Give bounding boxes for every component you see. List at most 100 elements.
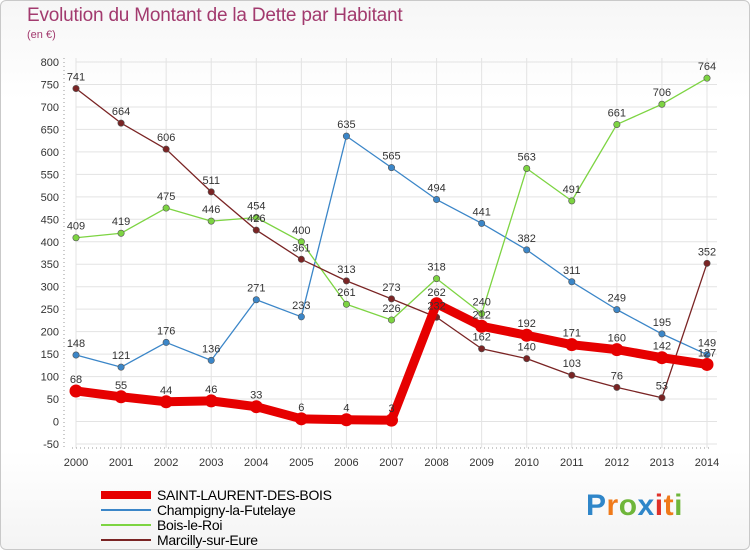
point-0 xyxy=(475,319,489,333)
x-tick-label: 2002 xyxy=(154,457,178,469)
point-3 xyxy=(658,394,666,402)
y-tick-label: 200 xyxy=(41,327,59,339)
point-1 xyxy=(342,132,350,140)
point-0 xyxy=(385,413,398,427)
point-0 xyxy=(520,328,534,342)
data-label-0: 44 xyxy=(160,385,172,397)
y-tick-label: 400 xyxy=(41,237,59,249)
data-label-1: 494 xyxy=(427,183,445,195)
data-label-1: 565 xyxy=(382,151,400,163)
point-1 xyxy=(117,363,125,371)
data-label-1: 176 xyxy=(157,325,175,337)
point-0 xyxy=(700,357,714,371)
point-1 xyxy=(162,338,170,346)
data-label-1: 121 xyxy=(112,350,130,362)
data-label-2: 491 xyxy=(563,184,581,196)
data-label-1: 149 xyxy=(698,338,716,350)
y-tick-label: -50 xyxy=(43,439,59,451)
data-label-1: 195 xyxy=(653,317,671,329)
point-0 xyxy=(655,351,669,365)
point-1 xyxy=(433,196,441,204)
point-1 xyxy=(613,306,621,314)
x-tick-label: 2000 xyxy=(64,457,88,469)
x-tick-label: 2012 xyxy=(605,457,629,469)
point-2 xyxy=(613,120,621,128)
x-tick-label: 2014 xyxy=(695,457,719,469)
legend-item-bois-le-roi[interactable]: Bois-le-Roi xyxy=(101,517,421,533)
point-0 xyxy=(430,297,444,311)
logo-letter: r xyxy=(606,489,619,522)
data-label-2: 446 xyxy=(202,204,220,216)
data-label-3: 511 xyxy=(202,175,220,187)
data-label-0: 262 xyxy=(427,287,445,299)
x-tick-label: 2010 xyxy=(514,457,538,469)
legend-label-champigny: Champigny-la-Futelaye xyxy=(157,502,296,518)
data-label-0: 160 xyxy=(608,333,626,345)
logo-letter: o xyxy=(618,489,638,522)
data-label-0: 127 xyxy=(698,347,716,359)
legend-label-saint-laurent: SAINT-LAURENT-DES-BOIS xyxy=(157,487,332,503)
data-label-3: 741 xyxy=(67,72,85,84)
logo-letter: i xyxy=(654,489,664,522)
point-0 xyxy=(204,394,218,408)
legend-swatch-bois-le-roi xyxy=(101,524,151,526)
data-label-1: 249 xyxy=(608,293,626,305)
data-label-2: 261 xyxy=(337,287,355,299)
point-3 xyxy=(568,371,576,379)
data-label-2: 563 xyxy=(518,152,536,164)
data-label-3: 53 xyxy=(656,381,668,393)
legend-item-champigny[interactable]: Champigny-la-Futelaye xyxy=(101,502,421,518)
point-3 xyxy=(478,345,486,353)
data-label-2: 454 xyxy=(247,200,265,212)
point-1 xyxy=(207,356,215,364)
point-0 xyxy=(339,413,353,427)
point-0 xyxy=(114,390,128,404)
legend-label-marcilly: Marcilly-sur-Eure xyxy=(157,532,258,548)
data-label-3: 361 xyxy=(292,242,310,254)
data-label-2: 240 xyxy=(472,297,490,309)
legend-item-saint-laurent[interactable]: SAINT-LAURENT-DES-BOIS xyxy=(101,487,421,503)
point-0 xyxy=(249,400,263,414)
point-2 xyxy=(523,165,531,173)
data-label-2: 706 xyxy=(653,87,671,99)
axes xyxy=(63,58,711,449)
data-label-0: 171 xyxy=(563,328,581,340)
point-1 xyxy=(568,278,576,286)
point-3 xyxy=(117,119,125,127)
data-label-2: 764 xyxy=(698,61,716,73)
data-label-3: 313 xyxy=(337,264,355,276)
data-label-0: 46 xyxy=(205,384,217,396)
y-tick-label: 50 xyxy=(47,394,59,406)
data-label-3: 352 xyxy=(698,246,716,258)
y-tick-label: 300 xyxy=(41,282,59,294)
data-label-1: 148 xyxy=(67,338,85,350)
point-2 xyxy=(568,197,576,205)
point-3 xyxy=(387,295,395,303)
data-label-2: 419 xyxy=(112,216,130,228)
point-3 xyxy=(162,145,170,153)
data-label-1: 136 xyxy=(202,343,220,355)
logo-letter: i xyxy=(674,489,683,522)
x-tick-label: 2006 xyxy=(334,457,358,469)
point-2 xyxy=(162,204,170,212)
legend-swatch-saint-laurent xyxy=(101,491,151,499)
logo-letter: x xyxy=(637,489,655,522)
data-label-1: 271 xyxy=(247,283,265,295)
data-label-0: 4 xyxy=(343,403,349,415)
data-label-3: 232 xyxy=(427,300,445,312)
data-label-3: 664 xyxy=(112,106,130,118)
y-tick-label: 350 xyxy=(41,259,59,271)
data-label-3: 76 xyxy=(611,370,623,382)
legend-swatch-champigny xyxy=(101,509,151,511)
point-3 xyxy=(523,355,531,363)
chart-subtitle: (en €) xyxy=(27,29,56,41)
legend-item-marcilly[interactable]: Marcilly-sur-Eure xyxy=(101,532,421,548)
data-label-3: 103 xyxy=(563,358,581,370)
point-3 xyxy=(252,226,260,234)
x-tick-labels: 2000 2001 2002 2003 2004 2005 2006 2007 2008 2009… xyxy=(64,457,719,469)
point-1 xyxy=(658,330,666,338)
point-1 xyxy=(523,246,531,254)
point-1 xyxy=(297,313,305,321)
point-3 xyxy=(207,188,215,196)
point-3 xyxy=(297,255,305,263)
